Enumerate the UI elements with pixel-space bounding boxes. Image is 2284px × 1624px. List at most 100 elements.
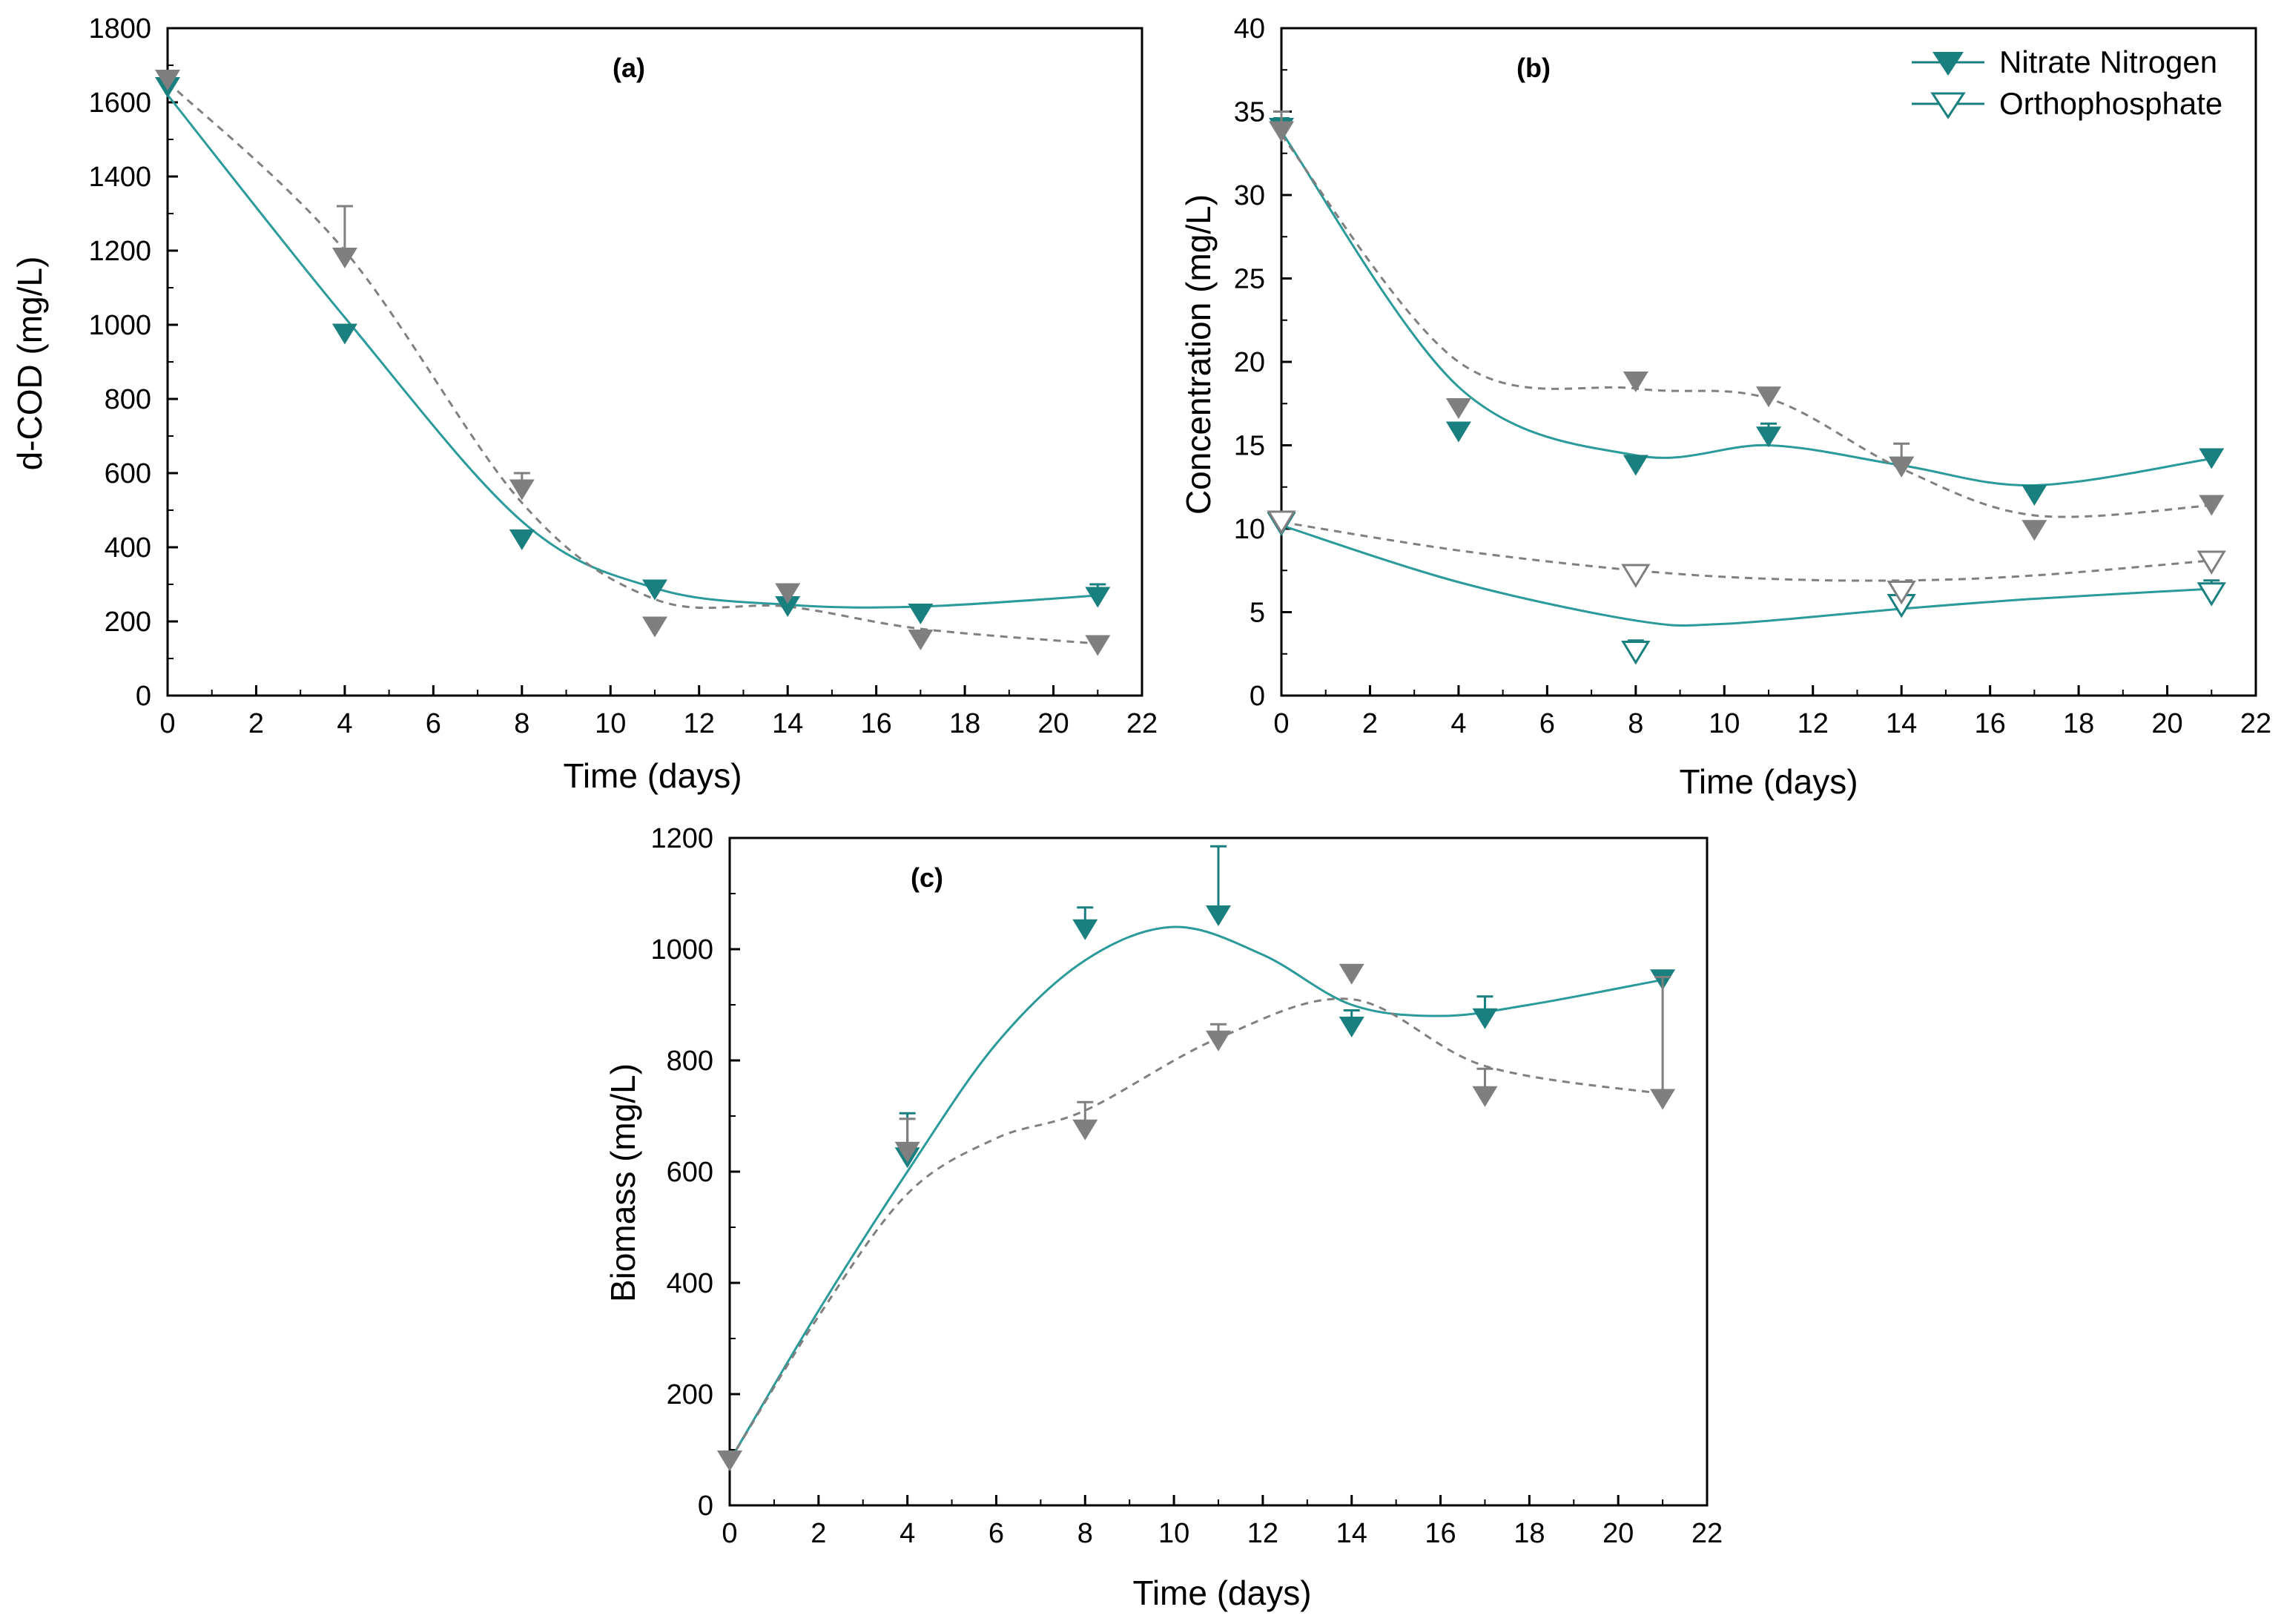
fit-curve-gray <box>166 81 1098 645</box>
data-point-nitrate-gray <box>2199 495 2225 516</box>
x-tick-label: 14 <box>1336 1518 1367 1549</box>
axis-ticks-a: 0 2 4 6 8 10 12 14 16 18 20 22 0 200 400 600 800 1000 1200… <box>88 13 1158 739</box>
x-tick-label: 4 <box>337 708 352 739</box>
x-tick-label: 18 <box>2063 708 2094 739</box>
data-point-teal <box>775 596 801 617</box>
x-tick-label: 8 <box>1628 708 1643 739</box>
fit-curves-b <box>1280 131 2212 627</box>
axis-ticks-b: 0 2 4 6 8 10 12 14 16 18 20 22 0 5 10 15 20 25 30 35 40 <box>1234 13 2271 739</box>
data-point-ortho-gray <box>1887 581 1916 605</box>
y-tick-label: 1000 <box>88 310 151 341</box>
data-point-gray <box>1472 1086 1498 1107</box>
fit-curve-nitrate-teal <box>1280 131 2212 487</box>
data-markers-a <box>155 70 1111 656</box>
x-tick-label: 16 <box>1974 708 2005 739</box>
data-point-teal <box>1072 919 1098 940</box>
y-axis-label-c: Biomass (mg/L) <box>604 1063 642 1302</box>
x-tick-label: 6 <box>988 1518 1004 1549</box>
panel-label-b: (b) <box>1516 53 1551 83</box>
data-point-gray <box>155 70 180 90</box>
data-point-teal <box>509 529 535 550</box>
x-tick-label: 12 <box>1798 708 1829 739</box>
data-point-nitrate-teal <box>2021 485 2047 506</box>
y-tick-label: 400 <box>667 1268 713 1299</box>
y-tick-label: 30 <box>1234 180 1265 211</box>
x-tick-label: 8 <box>514 708 529 739</box>
x-tick-label: 2 <box>811 1518 826 1549</box>
x-tick-label: 6 <box>426 708 441 739</box>
y-tick-label: 600 <box>667 1157 713 1188</box>
panel-label-a: (a) <box>613 53 645 83</box>
y-tick-label: 800 <box>667 1046 713 1077</box>
x-tick-label: 8 <box>1077 1518 1093 1549</box>
data-point-ortho-gray <box>1621 564 1651 588</box>
y-tick-label: 0 <box>698 1491 713 1522</box>
data-point-teal <box>1085 587 1111 608</box>
axis-ticks-c: 0 2 4 6 8 10 12 14 16 18 20 22 0 200 400 600 800 1000 1200 <box>650 823 1723 1549</box>
data-point-teal <box>642 579 667 601</box>
data-point-teal <box>1206 905 1231 926</box>
data-point-nitrate-gray <box>1756 386 1781 408</box>
data-point-teal <box>908 604 934 624</box>
x-tick-label: 0 <box>722 1518 737 1549</box>
data-point-gray <box>908 630 934 650</box>
y-tick-label: 400 <box>105 532 151 564</box>
legend-ortho-marker <box>1930 92 1966 119</box>
y-tick-label: 1000 <box>650 934 713 966</box>
x-tick-label: 20 <box>1037 708 1069 739</box>
y-tick-label: 25 <box>1234 264 1265 295</box>
data-point-nitrate-teal <box>2199 448 2225 469</box>
x-tick-label: 14 <box>1886 708 1917 739</box>
data-point-gray <box>331 248 357 268</box>
x-tick-label: 22 <box>2240 708 2271 739</box>
data-point-gray <box>1085 635 1111 656</box>
x-tick-label: 16 <box>1425 1518 1456 1549</box>
fit-curve-gray <box>728 997 1663 1462</box>
data-point-nitrate-teal <box>1445 421 1471 443</box>
y-tick-label: 800 <box>105 384 151 415</box>
data-point-nitrate-teal <box>1623 455 1648 476</box>
data-point-ortho-teal <box>1621 641 1651 665</box>
data-point-gray <box>1650 1089 1676 1110</box>
y-tick-label: 0 <box>1250 681 1265 712</box>
data-markers-b <box>1267 110 2226 665</box>
x-tick-label: 2 <box>1362 708 1378 739</box>
data-point-nitrate-gray <box>1623 372 1648 392</box>
data-point-nitrate-teal <box>1756 426 1781 448</box>
data-point-gray <box>775 583 801 604</box>
panel-label-c: (c) <box>911 862 943 893</box>
x-tick-label: 18 <box>1514 1518 1545 1549</box>
y-tick-label: 15 <box>1234 431 1265 462</box>
data-point-nitrate-gray <box>1889 456 1915 478</box>
y-axis-label-a: d-COD (mg/L) <box>10 257 49 471</box>
y-tick-label: 200 <box>667 1379 713 1410</box>
x-tick-label: 4 <box>1450 708 1466 739</box>
x-axis-label-b: Time (days) <box>1679 762 1858 801</box>
x-tick-label: 20 <box>2151 708 2182 739</box>
y-tick-label: 35 <box>1234 97 1265 128</box>
y-tick-label: 5 <box>1250 598 1265 629</box>
data-point-nitrate-gray <box>1269 121 1294 142</box>
x-tick-label: 2 <box>248 708 264 739</box>
data-point-ortho-teal <box>2196 582 2226 607</box>
x-tick-label: 18 <box>949 708 980 739</box>
fit-curve-nitrate-gray <box>1280 134 2212 518</box>
data-point-teal <box>331 323 357 345</box>
fit-curve-teal <box>728 925 1663 1462</box>
x-tick-label: 0 <box>1273 708 1289 739</box>
y-tick-label: 1800 <box>88 13 151 44</box>
y-tick-label: 40 <box>1234 13 1265 44</box>
panel-a: 0 2 4 6 8 10 12 14 16 18 20 22 0 200 400 600 800 1000 1200… <box>10 13 1158 795</box>
x-tick-label: 10 <box>595 708 626 739</box>
legend-nitrate-marker <box>1933 52 1964 76</box>
data-point-gray <box>1339 963 1364 985</box>
y-tick-label: 20 <box>1234 347 1265 378</box>
y-tick-label: 0 <box>136 681 151 712</box>
fit-curve-teal <box>166 94 1098 609</box>
x-tick-label: 12 <box>1247 1518 1278 1549</box>
x-tick-label: 12 <box>684 708 715 739</box>
x-axis-label-a: Time (days) <box>563 756 742 795</box>
data-point-gray <box>1072 1119 1098 1141</box>
x-tick-label: 22 <box>1691 1518 1723 1549</box>
